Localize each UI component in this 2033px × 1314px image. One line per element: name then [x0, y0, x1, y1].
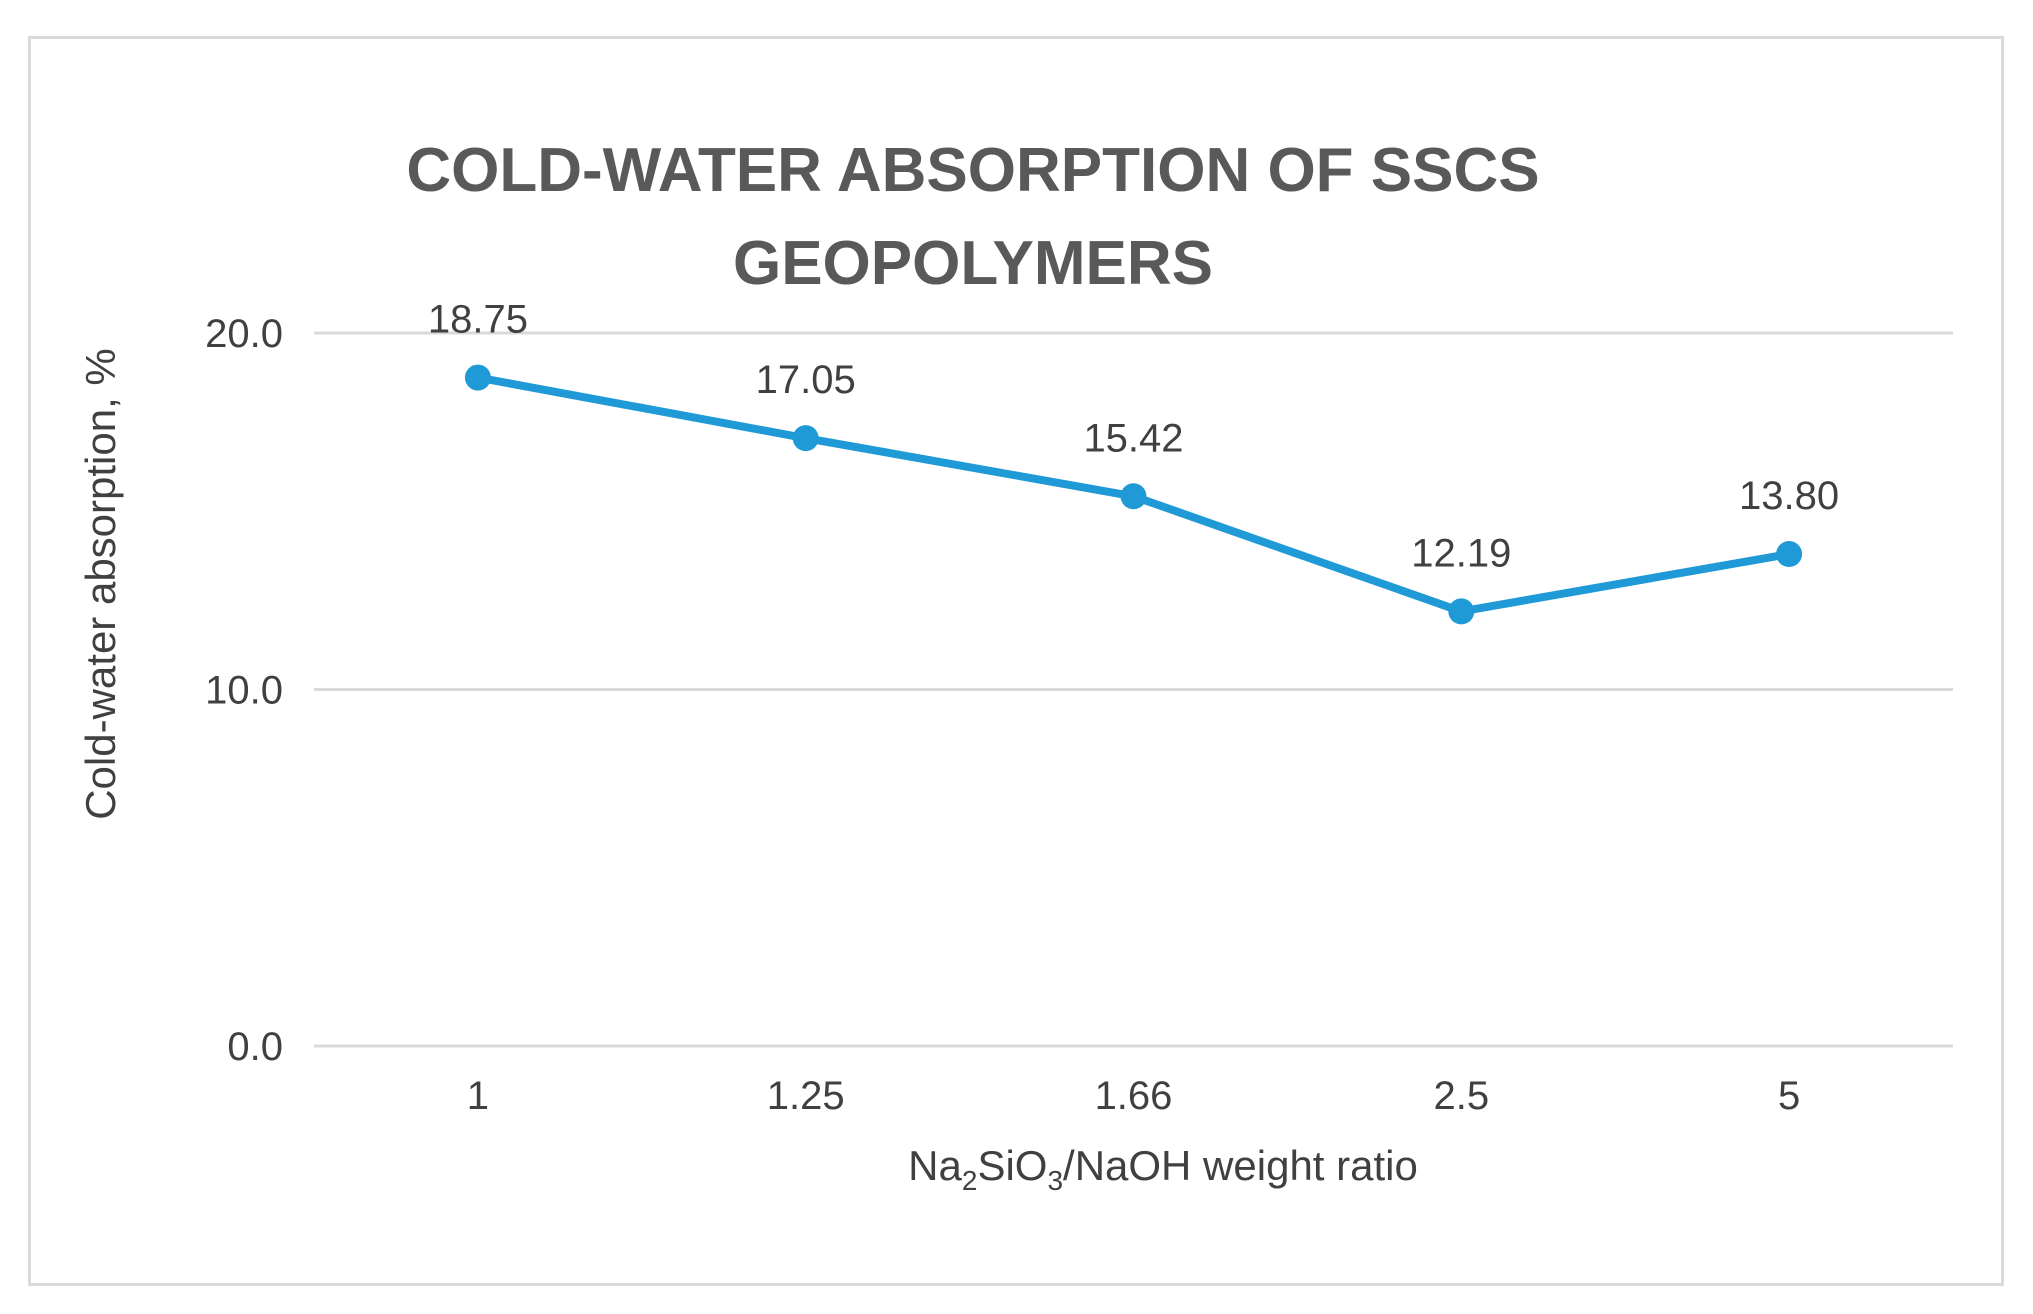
x-axis-label-part2: SiO — [977, 1142, 1047, 1189]
x-tick-label: 2.5 — [1433, 1074, 1489, 1118]
y-axis-label: Cold-water absorption, % — [77, 348, 124, 820]
data-point-marker — [464, 364, 491, 391]
x-tick-label: 1.25 — [767, 1074, 845, 1118]
chart-title-line-1: COLD-WATER ABSORPTION OF SSCS — [406, 136, 1539, 205]
x-axis-label-sub1: 2 — [962, 1165, 978, 1196]
x-tick-labels: 1 1.25 1.66 2.5 5 — [467, 1074, 1800, 1118]
y-tick-label: 20.0 — [205, 312, 283, 356]
data-label: 13.80 — [1739, 474, 1839, 518]
grid-lines — [314, 331, 1953, 1048]
x-axis-label: Na2SiO3/NaOH weight ratio — [908, 1142, 1418, 1196]
data-point-marker — [1448, 598, 1475, 625]
x-tick-label: 1.66 — [1095, 1074, 1173, 1118]
x-axis-label-part1: Na — [908, 1142, 962, 1189]
data-point-marker — [792, 425, 819, 452]
y-tick-label: 0.0 — [227, 1025, 283, 1069]
x-tick-label: 1 — [467, 1074, 489, 1118]
y-tick-labels: 0.0 10.0 20.0 — [205, 312, 283, 1069]
data-point-marker — [1776, 541, 1803, 568]
chart-svg: COLD-WATER ABSORPTION OF SSCS GEOPOLYMER… — [77, 136, 1953, 1196]
data-markers — [464, 364, 1803, 625]
chart-frame: COLD-WATER ABSORPTION OF SSCS GEOPOLYMER… — [28, 36, 2004, 1286]
y-tick-label: 10.0 — [205, 669, 283, 713]
data-label: 12.19 — [1411, 531, 1511, 575]
x-axis-label-sub2: 3 — [1047, 1165, 1063, 1196]
x-axis-label-part3: /NaOH weight ratio — [1063, 1142, 1418, 1189]
chart-title-line-2: GEOPOLYMERS — [733, 229, 1213, 298]
data-point-marker — [1120, 483, 1147, 510]
data-label: 15.42 — [1083, 416, 1183, 460]
data-labels: 18.75 17.05 15.42 12.19 13.80 — [428, 298, 1839, 576]
x-tick-label: 5 — [1778, 1074, 1800, 1118]
data-label: 18.75 — [428, 298, 528, 342]
data-label: 17.05 — [756, 358, 856, 402]
